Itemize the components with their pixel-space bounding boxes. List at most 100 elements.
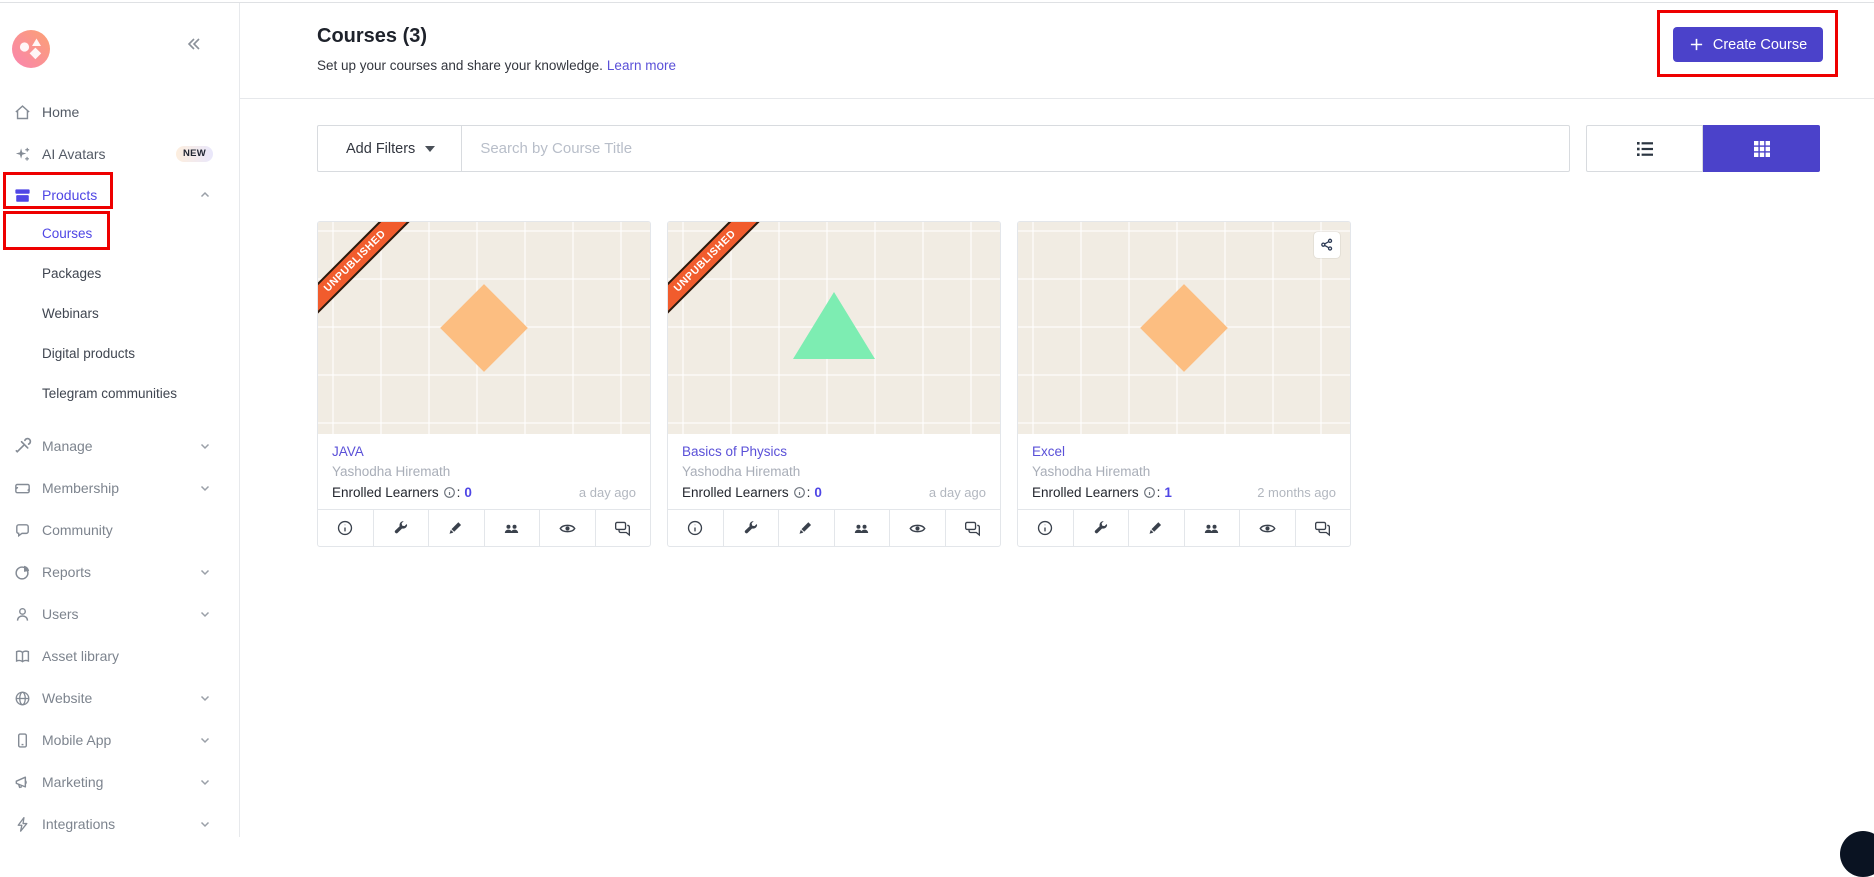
course-discussions-button[interactable] xyxy=(596,510,651,546)
grid-view-button[interactable] xyxy=(1703,125,1820,172)
search-input[interactable] xyxy=(462,126,1569,171)
sidebar-item-integrations[interactable]: Integrations xyxy=(0,807,239,841)
home-icon xyxy=(13,103,32,122)
course-meta-row: Enrolled Learners : 0 a day ago xyxy=(682,485,986,500)
list-view-button[interactable] xyxy=(1586,125,1703,172)
sidebar-item-manage[interactable]: Manage xyxy=(0,429,239,463)
course-info-button[interactable] xyxy=(668,510,724,546)
create-course-button[interactable]: Create Course xyxy=(1673,27,1823,62)
updated-timestamp: a day ago xyxy=(928,485,986,500)
sidebar-item-membership[interactable]: Membership xyxy=(0,471,239,505)
course-learners-button[interactable] xyxy=(1185,510,1240,546)
view-toggle xyxy=(1586,125,1820,172)
course-discussions-button[interactable] xyxy=(1296,510,1351,546)
person-icon xyxy=(13,605,32,624)
sidebar-item-telegram-communities[interactable]: Telegram communities xyxy=(42,385,178,401)
chevron-up-icon xyxy=(199,189,211,201)
top-divider xyxy=(0,2,1874,3)
chat-bubble-icon xyxy=(13,521,32,540)
sidebar-item-digital-products[interactable]: Digital products xyxy=(42,345,136,361)
new-badge: NEW xyxy=(176,146,214,162)
page-header: Courses (3) Set up your courses and shar… xyxy=(240,3,1874,99)
course-card-body: Basics of Physics Yashodha Hiremath Enro… xyxy=(668,434,1000,509)
sidebar-item-products[interactable]: Products xyxy=(0,178,239,212)
learn-more-link[interactable]: Learn more xyxy=(606,58,676,73)
course-discussions-button[interactable] xyxy=(946,510,1001,546)
products-box-icon xyxy=(13,186,32,205)
sidebar-item-asset-library[interactable]: Asset library xyxy=(0,639,239,673)
course-title-link[interactable]: JAVA xyxy=(332,444,364,459)
pie-chart-icon xyxy=(13,563,32,582)
sidebar-item-community[interactable]: Community xyxy=(0,513,239,547)
course-settings-button[interactable] xyxy=(374,510,429,546)
tools-icon xyxy=(13,437,32,456)
triangle-shape xyxy=(793,292,875,359)
chat-widget-button[interactable] xyxy=(1840,831,1874,877)
course-meta-row: Enrolled Learners : 1 2 months ago xyxy=(1032,485,1336,500)
sidebar-item-users[interactable]: Users xyxy=(0,597,239,631)
course-info-button[interactable] xyxy=(1018,510,1074,546)
sidebar-collapse-button[interactable] xyxy=(183,33,205,55)
sparkles-icon xyxy=(13,145,32,164)
app-logo-icon xyxy=(11,29,51,69)
sidebar-item-home[interactable]: Home xyxy=(0,95,239,129)
course-meta-row: Enrolled Learners : 0 a day ago xyxy=(332,485,636,500)
course-learners-button[interactable] xyxy=(835,510,890,546)
course-learners-button[interactable] xyxy=(485,510,540,546)
caret-down-icon xyxy=(425,145,436,152)
course-preview-button[interactable] xyxy=(1240,510,1296,546)
plus-icon xyxy=(1689,37,1704,52)
course-action-bar xyxy=(1018,509,1350,546)
diamond-shape xyxy=(1140,284,1228,372)
enrolled-learners: Enrolled Learners : 0 xyxy=(682,485,822,500)
course-settings-button[interactable] xyxy=(1074,510,1129,546)
enrolled-learners: Enrolled Learners : 1 xyxy=(1032,485,1172,500)
grid-icon xyxy=(1753,140,1770,157)
sidebar-item-mobile-app[interactable]: Mobile App xyxy=(0,723,239,757)
course-card: Excel Yashodha Hiremath Enrolled Learner… xyxy=(1017,221,1351,547)
page-title: Courses (3) xyxy=(317,25,428,47)
updated-timestamp: a day ago xyxy=(578,485,636,500)
unpublished-ribbon: UNPUBLISHED xyxy=(318,222,423,329)
list-icon xyxy=(1636,141,1653,156)
course-card-grid: UNPUBLISHED JAVA Yashodha Hiremath Enrol… xyxy=(317,221,1351,547)
unpublished-ribbon: UNPUBLISHED xyxy=(668,222,773,329)
course-action-bar xyxy=(668,509,1000,546)
share-icon xyxy=(1321,238,1333,251)
course-thumbnail: UNPUBLISHED xyxy=(668,222,1000,434)
course-card: UNPUBLISHED JAVA Yashodha Hiremath Enrol… xyxy=(317,221,651,547)
sidebar-item-ai-avatars[interactable]: AI Avatars NEW xyxy=(0,137,239,171)
info-tooltip-icon[interactable] xyxy=(443,486,456,499)
chevron-down-icon xyxy=(199,776,211,788)
chevron-down-icon xyxy=(199,482,211,494)
course-card: UNPUBLISHED Basics of Physics Yashodha H… xyxy=(667,221,1001,547)
updated-timestamp: 2 months ago xyxy=(1257,485,1336,500)
add-filters-dropdown[interactable]: Add Filters xyxy=(318,126,463,171)
filter-bar: Add Filters xyxy=(317,125,1570,172)
sidebar-item-webinars[interactable]: Webinars xyxy=(42,305,99,321)
course-author: Yashodha Hiremath xyxy=(1032,464,1151,479)
course-title-link[interactable]: Excel xyxy=(1032,444,1066,459)
course-settings-button[interactable] xyxy=(724,510,779,546)
course-edit-button[interactable] xyxy=(429,510,485,546)
course-preview-button[interactable] xyxy=(540,510,596,546)
course-info-button[interactable] xyxy=(318,510,374,546)
sidebar-item-courses[interactable]: Courses xyxy=(42,225,93,241)
sidebar-item-reports[interactable]: Reports xyxy=(0,555,239,589)
course-title-link[interactable]: Basics of Physics xyxy=(682,444,788,459)
ticket-icon xyxy=(13,479,32,498)
course-edit-button[interactable] xyxy=(1129,510,1185,546)
info-tooltip-icon[interactable] xyxy=(793,486,806,499)
sidebar-item-marketing[interactable]: Marketing xyxy=(0,765,239,799)
info-tooltip-icon[interactable] xyxy=(1143,486,1156,499)
sidebar-item-website[interactable]: Website xyxy=(0,681,239,715)
share-button[interactable] xyxy=(1314,232,1340,258)
chevron-down-icon xyxy=(199,566,211,578)
sidebar-item-packages[interactable]: Packages xyxy=(42,265,102,281)
phone-icon xyxy=(13,731,32,750)
lightning-icon xyxy=(13,815,32,834)
globe-icon xyxy=(13,689,32,708)
course-edit-button[interactable] xyxy=(779,510,835,546)
course-thumbnail: UNPUBLISHED xyxy=(318,222,650,434)
course-preview-button[interactable] xyxy=(890,510,946,546)
